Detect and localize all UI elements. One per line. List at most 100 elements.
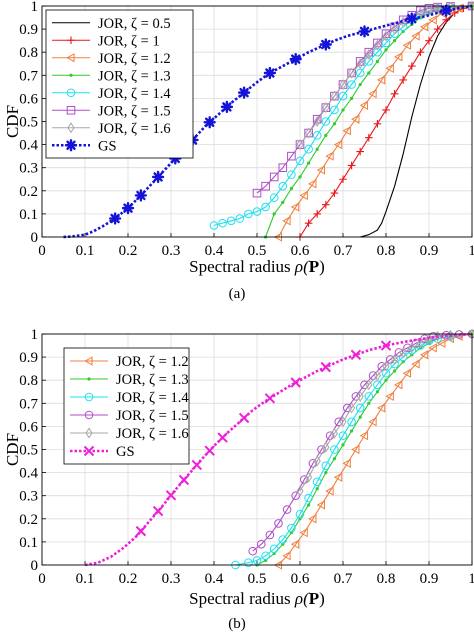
legend-label: JOR, ζ = 1.3: [116, 372, 189, 388]
data-point: [315, 147, 319, 151]
data-point: [320, 361, 332, 373]
panel-caption: (a): [229, 286, 246, 302]
data-point: [248, 546, 257, 556]
x-tick-label: 0.9: [420, 571, 439, 587]
data-point: [278, 163, 288, 172]
series-line: [63, 4, 473, 239]
legend-label: JOR, ζ = 1.4: [98, 86, 171, 102]
data-point: [299, 528, 308, 538]
data-point: [411, 31, 420, 41]
data-point: [308, 179, 317, 189]
data-point: [442, 16, 450, 24]
chart-panel-b: 0 0.1 0.2 0.3 0.4 0.5 0.6 0.7 0.8 0.9 1 0 0.1 0.2 0.3 0…: [3, 327, 474, 632]
data-point: [252, 188, 262, 198]
legend-item: JOR, ζ = 1.6: [70, 426, 189, 442]
legend-marker: [69, 73, 73, 77]
data-point: [355, 403, 365, 413]
data-point: [394, 52, 403, 62]
data-point: [304, 144, 313, 154]
data-point: [368, 89, 377, 99]
data-point: [408, 342, 416, 354]
data-point: [339, 175, 347, 184]
data-point: [204, 445, 215, 456]
data-point: [304, 127, 313, 139]
data-point: [295, 509, 305, 519]
data-point: [261, 181, 270, 191]
data-point: [261, 202, 270, 212]
data-point: [272, 212, 276, 216]
data-point: [381, 38, 391, 48]
data-point: [358, 415, 362, 419]
x-tick-label: 0.4: [205, 571, 224, 587]
x-tick-label: 1: [468, 243, 474, 259]
data-point: [308, 459, 318, 468]
series-group: [63, 0, 474, 242]
x-tick-label: 0.7: [334, 243, 353, 259]
data-point: [269, 172, 279, 182]
data-point: [419, 350, 429, 360]
data-point: [290, 539, 300, 549]
legend-label: JOR, ζ = 0.5: [98, 16, 171, 32]
data-point: [244, 209, 253, 219]
legend-item: JOR, ζ = 0.5: [52, 16, 171, 32]
series-0: [273, 330, 474, 570]
data-point: [282, 216, 291, 226]
data-point: [350, 349, 362, 360]
data-point: [261, 551, 270, 561]
legend-marker: [84, 356, 93, 366]
data-point: [433, 330, 442, 342]
data-point: [296, 485, 304, 497]
data-point: [364, 392, 374, 401]
data-point: [322, 102, 330, 114]
data-point: [203, 116, 216, 129]
legend-marker: [67, 36, 75, 45]
y-tick-label: 0.8: [19, 373, 38, 389]
data-point: [425, 5, 433, 17]
y-tick-label: 1: [31, 327, 39, 343]
y-tick-label: 0.2: [19, 184, 38, 200]
y-tick-label: 0.1: [19, 207, 38, 223]
data-point: [405, 12, 418, 25]
data-point: [289, 52, 302, 66]
legend-item: JOR, ζ = 1.4: [70, 390, 189, 406]
legend-marker: [66, 53, 75, 63]
x-tick-label: 0.1: [76, 243, 95, 259]
x-tick-label: 0.3: [162, 571, 181, 587]
data-point: [376, 75, 386, 85]
data-point: [394, 380, 403, 390]
data-point: [313, 210, 321, 218]
legend-item: JOR, ζ = 1.5: [52, 103, 171, 119]
series-group: [84, 328, 474, 570]
data-point: [165, 490, 177, 501]
data-point: [151, 170, 165, 184]
data-point: [299, 190, 308, 201]
legend-label: JOR, ζ = 1: [98, 33, 160, 49]
data-point: [390, 22, 399, 32]
legend-item: JOR, ζ = 1.5: [70, 408, 189, 424]
data-point: [350, 96, 354, 100]
data-point: [339, 416, 347, 428]
x-axis-label: Spectral radius ρ(P): [189, 589, 325, 608]
data-point: [440, 4, 453, 17]
x-tick-label: 0.6: [291, 571, 310, 587]
data-point: [244, 558, 253, 567]
data-point: [108, 212, 122, 225]
data-point: [333, 472, 343, 482]
legend-marker: [87, 377, 91, 381]
data-point: [330, 189, 339, 197]
data-point: [390, 29, 399, 39]
data-point: [399, 76, 407, 84]
legend-label: JOR, ζ = 1.5: [98, 103, 171, 119]
data-point: [324, 471, 328, 475]
data-point: [351, 444, 360, 455]
y-tick-label: 0.8: [19, 45, 38, 61]
legend-label: GS: [116, 444, 135, 460]
series-0: [360, 5, 473, 238]
x-tick-label: 0.8: [377, 571, 396, 587]
legend-item: JOR, ζ = 1.3: [70, 372, 189, 388]
y-tick-label: 0.4: [19, 466, 38, 482]
data-point: [282, 551, 291, 561]
data-point: [315, 487, 319, 491]
data-point: [332, 457, 336, 461]
